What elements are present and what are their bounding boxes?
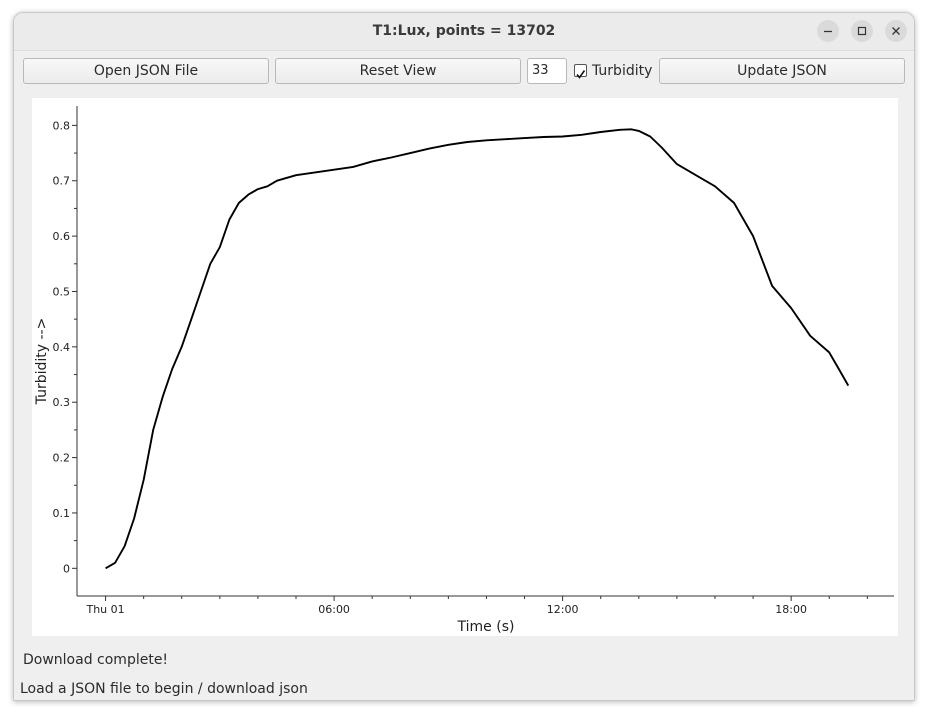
y-tick-label: 0.3 bbox=[53, 396, 71, 409]
y-tick-label: 0.8 bbox=[53, 119, 71, 132]
value-spinbox[interactable]: 33 bbox=[527, 58, 567, 84]
x-axis: Thu 01 06:00 12:00 18:00 bbox=[77, 595, 894, 616]
y-tick-label: 0.6 bbox=[53, 230, 71, 243]
y-tick-label: 0.2 bbox=[53, 452, 71, 465]
x-tick-label: 18:00 bbox=[775, 603, 807, 616]
app-window: T1:Lux, points = 13702 Open JSON File Re… bbox=[13, 12, 915, 701]
y-tick-label: 0.7 bbox=[53, 175, 71, 188]
y-tick-label: 0.1 bbox=[53, 507, 71, 520]
status-bar: Load a JSON file to begin / download jso… bbox=[20, 681, 308, 697]
status-message: Download complete! bbox=[23, 652, 169, 668]
checkmark-icon bbox=[576, 70, 586, 79]
maximize-button[interactable] bbox=[851, 20, 873, 42]
plot-area[interactable]: 0 0.1 0.2 0.3 0.4 0.5 0.6 0.7 0.8 Thu 01 06:00 12:… bbox=[32, 98, 898, 636]
reset-view-button[interactable]: Reset View bbox=[275, 58, 521, 84]
x-axis-label: Time (s) bbox=[457, 619, 515, 635]
y-tick-label: 0 bbox=[63, 562, 70, 575]
maximize-icon bbox=[857, 26, 867, 36]
y-axis-label: Turbidity --> bbox=[34, 318, 50, 406]
x-tick-label: Thu 01 bbox=[85, 603, 124, 616]
x-tick-label: 12:00 bbox=[547, 603, 579, 616]
close-icon bbox=[892, 27, 900, 35]
open-json-button[interactable]: Open JSON File bbox=[23, 58, 269, 84]
y-axis: 0 0.1 0.2 0.3 0.4 0.5 0.6 0.7 0.8 bbox=[53, 106, 78, 596]
minimize-button[interactable] bbox=[817, 20, 839, 42]
series-line bbox=[105, 128, 850, 570]
update-json-button[interactable]: Update JSON bbox=[659, 58, 905, 84]
turbidity-chart[interactable]: 0 0.1 0.2 0.3 0.4 0.5 0.6 0.7 0.8 Thu 01 06:00 12:… bbox=[32, 98, 898, 636]
turbidity-checkbox[interactable] bbox=[574, 64, 587, 79]
title-bar[interactable]: T1:Lux, points = 13702 bbox=[14, 13, 914, 51]
minimize-icon bbox=[824, 30, 832, 33]
window-title: T1:Lux, points = 13702 bbox=[372, 23, 556, 39]
y-tick-label: 0.4 bbox=[53, 341, 71, 354]
y-tick-label: 0.5 bbox=[53, 285, 71, 298]
close-button[interactable] bbox=[885, 20, 907, 42]
x-tick-label: 06:00 bbox=[318, 603, 350, 616]
turbidity-label[interactable]: Turbidity bbox=[592, 63, 653, 79]
